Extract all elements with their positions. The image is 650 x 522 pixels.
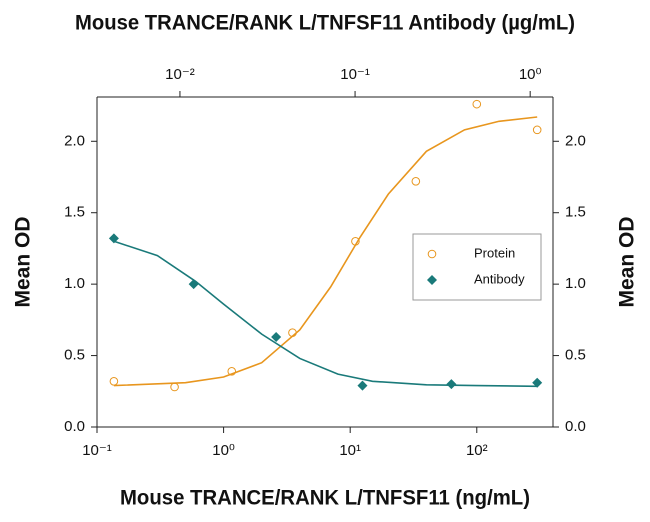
data-point xyxy=(351,236,360,246)
data-point xyxy=(170,382,179,392)
legend-label: Antibody xyxy=(474,271,525,286)
data-point xyxy=(288,328,297,338)
data-point xyxy=(227,366,237,376)
data-point xyxy=(271,332,282,342)
x-tick-label: 10¹ xyxy=(339,442,361,459)
y-tick-label: 2.0 xyxy=(64,132,85,149)
data-point xyxy=(109,376,119,386)
data-point xyxy=(188,279,199,290)
fit-curve xyxy=(113,116,538,387)
legend-marker xyxy=(427,275,437,285)
fit-curve xyxy=(113,240,538,388)
data-point xyxy=(411,176,421,186)
data-point xyxy=(472,99,482,109)
y-tick-label: 0.0 xyxy=(64,418,85,435)
legend-box xyxy=(412,233,542,301)
x2-tick-label: 10⁻² xyxy=(165,66,195,83)
data-point xyxy=(446,379,457,390)
legend-marker xyxy=(427,249,437,259)
y-tick-label: 1.5 xyxy=(64,204,85,221)
x-tick-label: 10⁰ xyxy=(212,442,235,459)
y2-tick-label: 1.5 xyxy=(565,204,586,221)
x2-tick-label: 10⁰ xyxy=(519,66,542,83)
y-tick-label: 0.5 xyxy=(64,347,85,364)
data-point xyxy=(532,125,542,135)
y2-tick-label: 0.0 xyxy=(565,418,586,435)
y-axis-label: Mean OD xyxy=(12,216,35,307)
x2-tick-label: 10⁻¹ xyxy=(340,66,370,83)
x-axis-label: Mouse TRANCE/RANK L/TNFSF11 (ng/mL) xyxy=(120,487,530,510)
x-tick-label: 10² xyxy=(466,442,488,459)
data-point xyxy=(108,233,119,244)
legend-label: Protein xyxy=(474,245,515,260)
chart-title: Mouse TRANCE/RANK L/TNFSF11 Antibody (µg… xyxy=(75,12,575,35)
y-tick-label: 1.0 xyxy=(64,275,85,292)
y2-tick-label: 0.5 xyxy=(565,347,586,364)
y2-axis-label: Mean OD xyxy=(616,216,639,307)
data-point xyxy=(532,377,543,388)
x-tick-label: 10⁻¹ xyxy=(82,442,112,459)
y2-tick-label: 1.0 xyxy=(565,275,586,292)
data-point xyxy=(357,380,368,391)
y2-tick-label: 2.0 xyxy=(565,132,586,149)
